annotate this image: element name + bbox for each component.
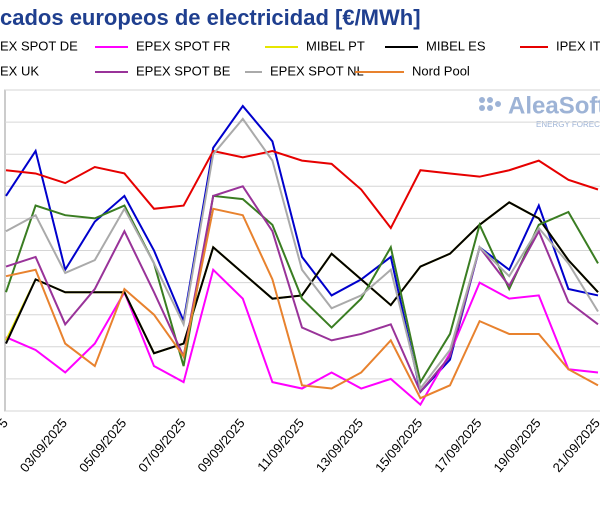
legend-label: EX UK [0,63,39,78]
x-tick-label: 5 [0,415,11,430]
legend-label: EX SPOT DE [0,38,78,53]
x-tick-label: 07/09/2025 [135,415,188,474]
x-tick-label: 05/09/2025 [76,415,129,474]
legend-label: EPEX SPOT NL [270,63,364,78]
x-tick-label: 13/09/2025 [313,415,366,474]
chart-title: cados europeos de electricidad [€/MWh] [0,5,421,30]
series-line [5,207,599,400]
x-tick-label: 17/09/2025 [431,415,484,474]
legend-label: EPEX SPOT BE [136,63,231,78]
watermark-tagline: ENERGY FOREC [536,120,600,129]
watermark-logo [479,97,501,111]
watermark: AleaSoft [508,92,600,119]
series-line [5,201,599,355]
x-tick-label: 11/09/2025 [254,415,307,474]
x-tick-label: 15/09/2025 [372,415,425,474]
legend-label: MIBEL ES [426,38,486,53]
x-tick-label: 03/09/2025 [17,415,70,474]
x-tick-label: 19/09/2025 [490,415,543,474]
x-tick-label: 09/09/2025 [194,415,247,474]
series-line [5,267,599,407]
legend-label: EPEX SPOT FR [136,38,230,53]
series-line [5,104,599,394]
series-line [5,201,599,355]
legend-label: Nord Pool [412,63,470,78]
x-tick-label: 21/09/2025 [550,415,600,474]
series-line [5,117,599,391]
legend-label: MIBEL PT [306,38,365,53]
legend-label: IPEX IT [556,38,600,53]
series-line [5,185,599,394]
series-line [5,149,599,230]
